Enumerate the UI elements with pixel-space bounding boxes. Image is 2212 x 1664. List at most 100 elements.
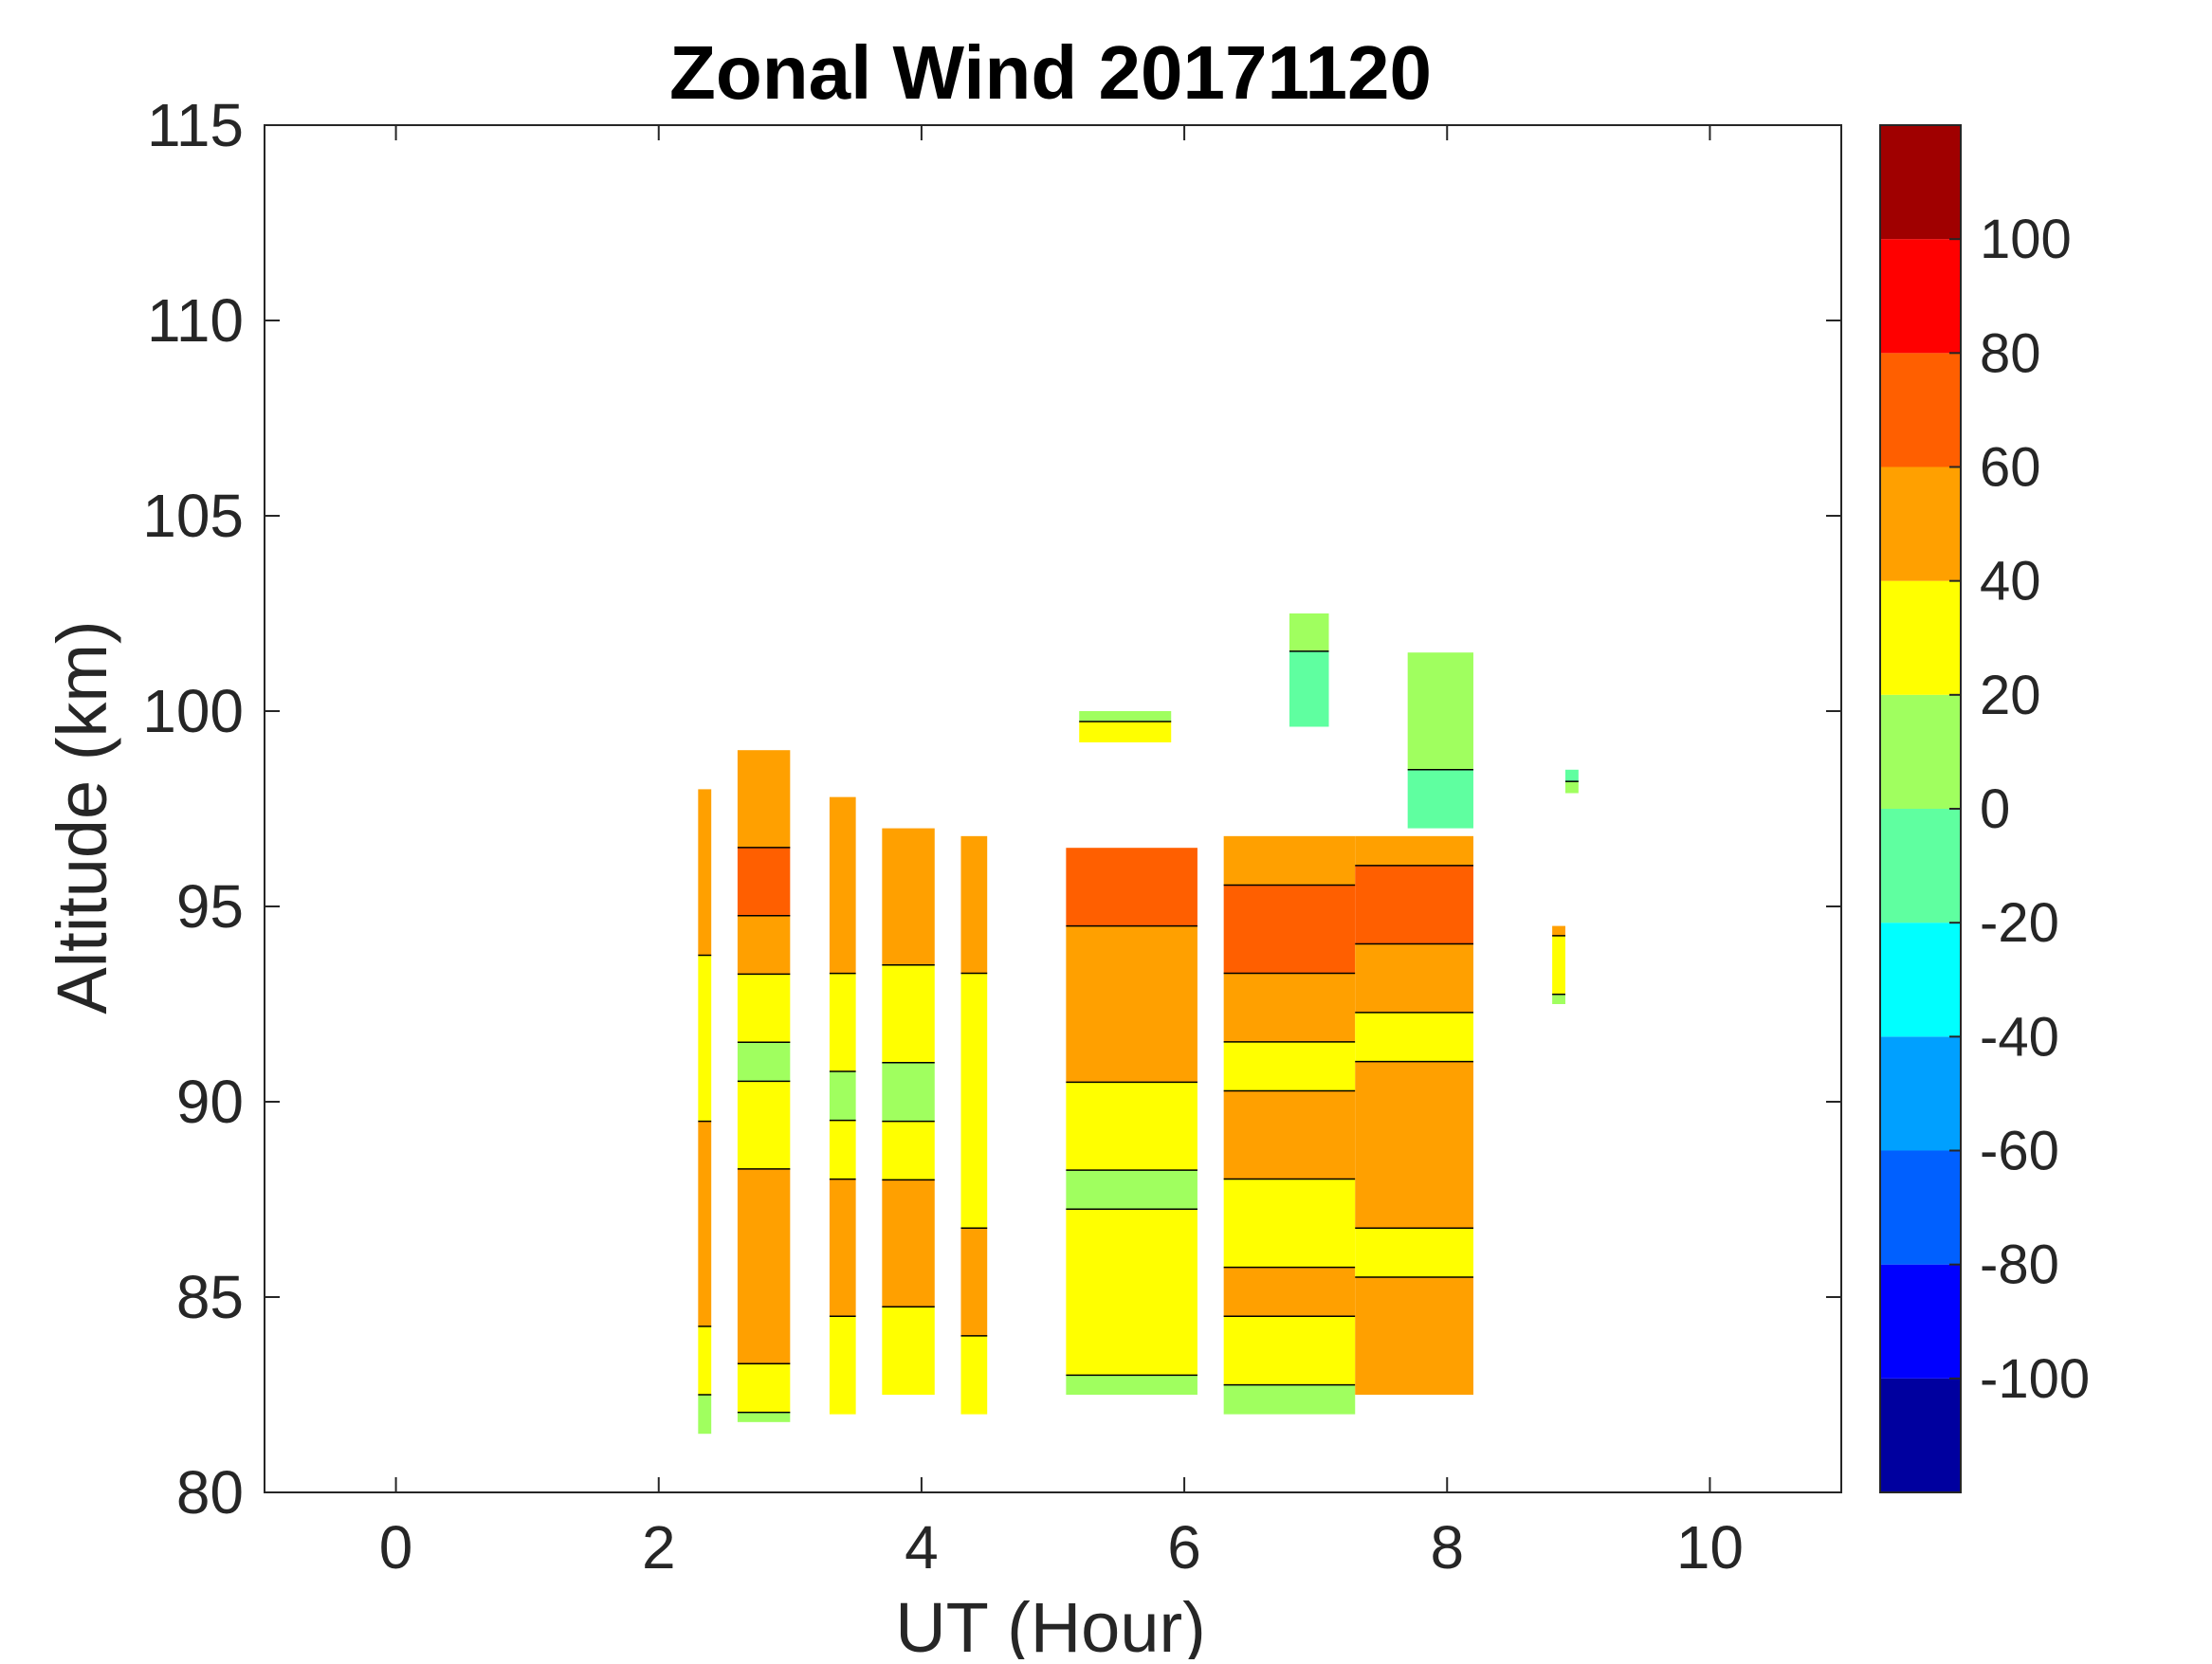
data-column bbox=[737, 750, 791, 1422]
data-column bbox=[1355, 835, 1473, 1395]
wind-level-cell bbox=[829, 796, 856, 974]
colorbar-segment bbox=[1880, 125, 1961, 240]
data-column bbox=[1223, 835, 1356, 1415]
wind-level-cell bbox=[960, 835, 988, 974]
wind-level-cell bbox=[737, 1168, 791, 1364]
colorbar-tick-label: 60 bbox=[1980, 437, 2041, 499]
wind-level-cell bbox=[1355, 835, 1473, 866]
wind-level-cell bbox=[1355, 1061, 1473, 1229]
data-column bbox=[960, 835, 988, 1415]
wind-level-cell bbox=[1066, 1209, 1197, 1376]
wind-level-cell bbox=[960, 1335, 988, 1415]
wind-level-cell bbox=[960, 1228, 988, 1336]
wind-level-cell bbox=[829, 1316, 856, 1415]
colorbar-tick-label: 100 bbox=[1980, 209, 2072, 270]
y-axis-label: Altitude (km) bbox=[43, 620, 121, 1014]
data-column bbox=[1552, 925, 1565, 1004]
wind-level-cell bbox=[882, 1179, 935, 1307]
y-tick-label: 95 bbox=[176, 872, 244, 941]
wind-level-cell bbox=[737, 1363, 791, 1413]
wind-level-cell bbox=[882, 828, 935, 965]
y-tick-label: 105 bbox=[142, 482, 244, 550]
colorbar-segment bbox=[1880, 466, 1961, 581]
wind-level-cell bbox=[737, 1412, 791, 1422]
wind-level-cell bbox=[1552, 935, 1565, 995]
wind-level-cell bbox=[1552, 925, 1565, 936]
data-column bbox=[1407, 652, 1473, 829]
wind-level-cell bbox=[1355, 865, 1473, 944]
colorbar-segment bbox=[1880, 1264, 1961, 1379]
colorbar-tick-label: -100 bbox=[1980, 1348, 2090, 1410]
wind-level-cell bbox=[698, 1395, 712, 1435]
wind-level-cell bbox=[1355, 1276, 1473, 1395]
wind-level-cell bbox=[882, 1121, 935, 1180]
y-tick-label: 80 bbox=[176, 1458, 244, 1527]
wind-level-cell bbox=[1355, 1012, 1473, 1062]
wind-level-cell bbox=[737, 1081, 791, 1169]
data-column bbox=[882, 828, 935, 1395]
plot-area bbox=[265, 125, 1841, 1492]
wind-level-cell bbox=[829, 1070, 856, 1121]
chart-title: Zonal Wind 20171120 bbox=[669, 30, 1432, 115]
wind-level-cell bbox=[960, 973, 988, 1229]
wind-level-cell bbox=[1407, 652, 1473, 770]
x-axis-label: UT (Hour) bbox=[895, 1588, 1206, 1659]
wind-level-cell bbox=[737, 915, 791, 975]
colorbar-tick-label: 20 bbox=[1980, 665, 2041, 726]
x-tick-label: 8 bbox=[1430, 1513, 1464, 1582]
y-tick-label: 100 bbox=[142, 677, 244, 745]
data-column bbox=[1079, 711, 1172, 742]
data-column bbox=[1066, 848, 1197, 1395]
wind-level-cell bbox=[1564, 781, 1579, 794]
wind-level-cell bbox=[1079, 721, 1172, 742]
colorbar-tick-label: 40 bbox=[1980, 551, 2041, 613]
wind-level-cell bbox=[1564, 769, 1579, 782]
wind-level-cell bbox=[698, 955, 712, 1122]
x-tick-label: 2 bbox=[642, 1513, 676, 1582]
wind-level-cell bbox=[1223, 885, 1356, 974]
axes: 0 2 4 6 8 10 80 85 90 95 100 105 110 115 bbox=[142, 91, 1842, 1582]
wind-level-cell bbox=[1223, 1384, 1356, 1415]
colorbar-tick-label: 0 bbox=[1980, 778, 2010, 840]
wind-level-cell bbox=[829, 973, 856, 1071]
wind-level-cell bbox=[1066, 925, 1197, 1083]
colorbar-tick-label: -60 bbox=[1980, 1121, 2059, 1182]
x-tick-label: 10 bbox=[1676, 1513, 1744, 1582]
colorbar-segment bbox=[1880, 239, 1961, 354]
data-column bbox=[698, 789, 712, 1435]
colorbar-tick-label: -40 bbox=[1980, 1006, 2059, 1068]
wind-level-cell bbox=[1066, 848, 1197, 926]
wind-level-cell bbox=[1355, 943, 1473, 1013]
wind-level-cell bbox=[882, 1307, 935, 1395]
wind-level-cell bbox=[1289, 613, 1329, 651]
wind-level-cell bbox=[829, 1120, 856, 1179]
wind-level-cell bbox=[1223, 1090, 1356, 1179]
wind-level-cell bbox=[1066, 1082, 1197, 1171]
wind-level-cell bbox=[737, 750, 791, 848]
colorbar-segment bbox=[1880, 1378, 1961, 1492]
wind-level-cell bbox=[1223, 973, 1356, 1042]
colorbar-tick-label: -20 bbox=[1980, 892, 2059, 954]
wind-level-cell bbox=[1223, 1179, 1356, 1268]
wind-level-cell bbox=[1223, 1316, 1356, 1385]
wind-level-cell bbox=[1066, 1375, 1197, 1395]
wind-level-cell bbox=[829, 1179, 856, 1317]
colorbar-tick-label: -80 bbox=[1980, 1234, 2059, 1296]
data-column bbox=[829, 796, 856, 1415]
colorbar-segment bbox=[1880, 923, 1961, 1037]
colorbar-segment bbox=[1880, 1150, 1961, 1265]
wind-level-cell bbox=[698, 789, 712, 956]
colorbar-segment bbox=[1880, 809, 1961, 923]
wind-level-cell bbox=[1223, 1041, 1356, 1091]
colorbar: 100 80 60 40 20 0 -20 -40 -60 -80 -100 bbox=[1879, 124, 2090, 1493]
wind-level-cell bbox=[882, 964, 935, 1063]
plot-background bbox=[265, 125, 1841, 1492]
wind-level-cell bbox=[1552, 994, 1565, 1004]
x-tick-label: 6 bbox=[1167, 1513, 1201, 1582]
wind-level-cell bbox=[1079, 711, 1172, 722]
wind-level-cell bbox=[698, 1326, 712, 1395]
wind-level-cell bbox=[737, 974, 791, 1043]
y-tick-label: 110 bbox=[147, 286, 244, 355]
